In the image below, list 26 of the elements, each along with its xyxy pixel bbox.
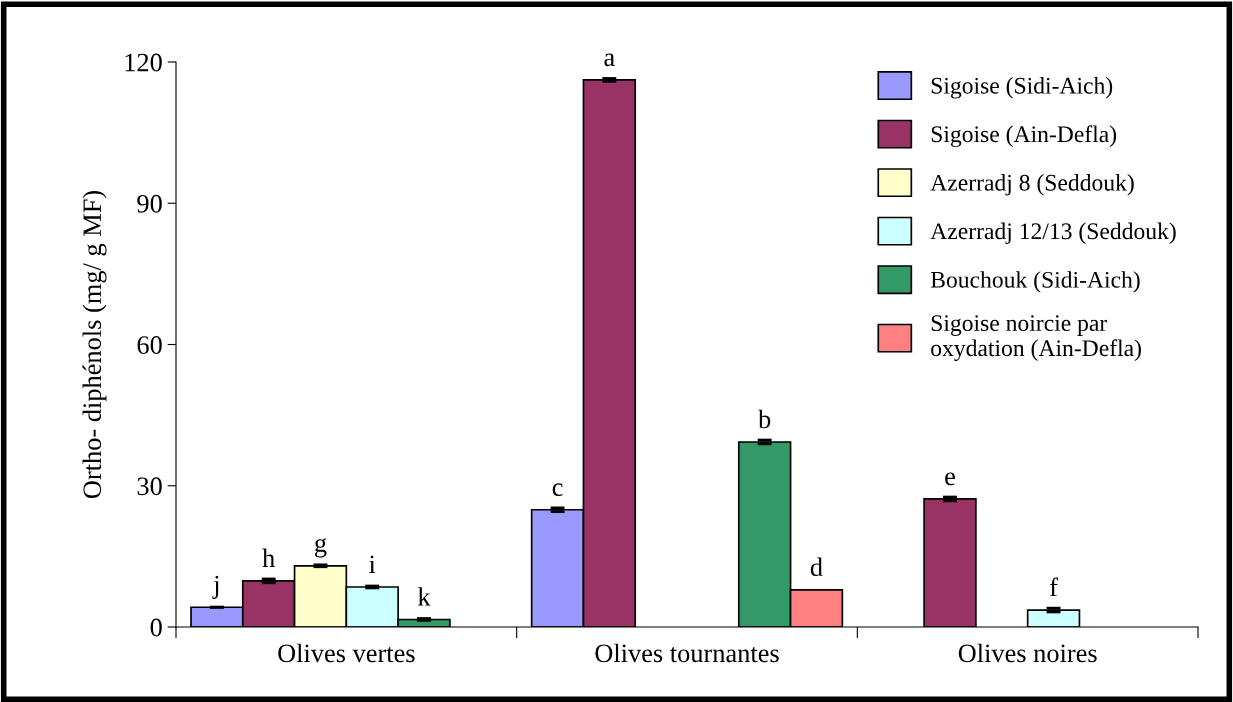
legend-label: Sigoise noircie par oxydation (Ain-Defla) (931, 315, 1141, 362)
data-label: i (369, 555, 376, 574)
x-tick-label: Olives tournantes (595, 643, 779, 663)
data-label: h (262, 548, 275, 567)
y-tick-label: 0 (150, 618, 162, 637)
data-label: b (758, 409, 771, 429)
x-tick-label: Olives noires (958, 643, 1097, 663)
legend-label: Azerradj 12/13 (Seddouk) (930, 222, 1176, 245)
data-label: e (945, 472, 955, 486)
data-label: g (314, 538, 327, 558)
legend-label: Sigoise (Ain-Defla) (931, 125, 1117, 148)
x-tick-label: Olives vertes (278, 643, 415, 663)
y-axis-title: Ortho- diphénols (mg/ g MF) (82, 191, 107, 499)
legend-label: Azerradj 8 (Seddouk) (930, 174, 1134, 196)
y-tick-label: 120 (125, 53, 162, 72)
y-tick-label: 30 (137, 477, 162, 496)
legend-label: Sigoise (Sidi-Aich) (931, 77, 1113, 99)
y-tick-label: 90 (137, 194, 162, 213)
data-label: j (212, 575, 219, 599)
y-tick-label: 60 (137, 336, 162, 354)
data-label: d (810, 557, 823, 577)
legend-label: Bouchouk (Sidi-Aich) (930, 271, 1140, 293)
data-label: a (604, 53, 615, 67)
data-label: c (552, 483, 563, 497)
data-label: f (1049, 577, 1058, 597)
data-label: k (417, 587, 431, 606)
